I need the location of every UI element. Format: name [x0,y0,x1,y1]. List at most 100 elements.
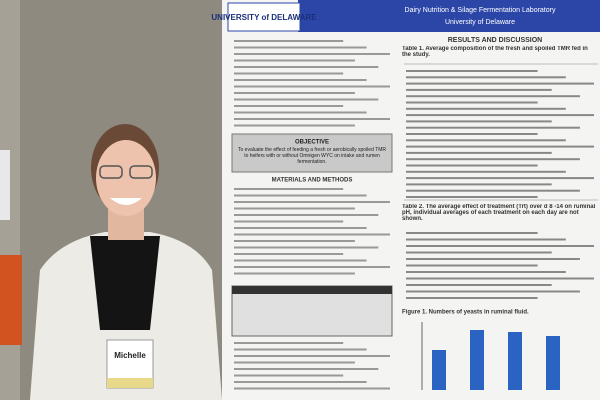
text-line [234,79,367,81]
text-line [234,342,344,344]
text-line [406,164,538,167]
figure-caption: Figure 1. Numbers of yeasts in ruminal f… [402,310,529,316]
table1-rows [406,70,594,198]
text-line [234,118,390,120]
objective-text-box: To evaluate the effect of feeding a fres… [238,147,386,165]
text-line [406,277,594,280]
text-line [234,381,367,383]
table1-title-box: Table 1. Average composition of the fres… [402,46,588,58]
text-line [406,183,552,186]
text-line [234,201,390,203]
text-line [406,284,552,286]
text-line [406,133,538,135]
table1-lines [404,63,598,201]
text-line [234,66,379,68]
text-line [234,355,390,357]
text-line [406,139,566,142]
text-line [406,189,580,192]
text-line [234,124,355,127]
methods-heading: MATERIALS AND METHODS [272,178,353,184]
text-line [234,53,390,55]
text-line [406,70,538,72]
text-line [406,158,580,161]
text-line [234,266,390,268]
text-line [406,290,580,293]
university: UNIVERSITY of DELAWARE [211,13,317,22]
text-line [406,232,538,234]
text-line [406,88,552,91]
orange-item [0,255,22,345]
left-column-text [234,40,390,390]
text-line [234,259,367,262]
logo-box [227,2,301,32]
text-line [406,297,538,299]
lab-sub: University of Delaware [445,19,515,26]
text-line [234,272,355,275]
text-line [234,361,355,364]
text-line [406,101,538,104]
text-line [406,107,566,110]
text-line [234,194,367,197]
text-line [234,227,367,229]
figure [421,322,560,390]
glasses [99,165,153,179]
text-line [234,246,379,249]
paper [0,150,10,220]
text-line [406,251,552,254]
text-line [406,271,566,273]
text-line [406,145,594,148]
text-line [234,207,355,210]
smile [110,198,142,205]
table2-rows [406,232,594,299]
text-line [234,220,344,223]
text-line [234,188,344,190]
text-line [406,170,566,173]
text-line [234,40,344,42]
badge-name: Michelle [114,351,146,360]
text-line [234,105,344,107]
text-line [234,46,367,49]
text-line [234,85,390,88]
text-line [406,82,594,85]
methods-table [231,285,393,337]
text-line [406,76,566,79]
lab-name: Dairy Nutrition & Silage Fermentation La… [405,7,556,14]
text-line [234,240,355,242]
table1-title: Table 1. Average composition of the fres… [402,46,588,58]
text-line [406,95,580,98]
text-line [234,387,390,390]
text-line [234,72,344,75]
text-line [234,111,367,114]
text-line [234,368,379,370]
objective-text: To evaluate the effect of feeding a fres… [238,147,386,165]
text-line [234,92,355,94]
results-heading: RESULTS AND DISCUSSION [448,37,543,44]
text-line [234,214,379,216]
text-line [406,196,538,198]
text-line [406,114,594,117]
table2-title-box: Table 2. The average effect of treatment… [402,204,596,222]
text-line [234,374,344,377]
text-line [406,120,552,123]
text-line [234,253,344,255]
text-line [406,245,594,247]
objective-box [231,133,393,173]
methods-table-header [232,286,392,294]
text-line [234,348,367,351]
poster-header-bar [298,0,600,32]
text-line [234,59,355,62]
text-line [406,151,552,154]
text-line [406,238,566,241]
table2-title: Table 2. The average effect of treatment… [402,204,596,222]
shirt [90,236,160,330]
text-line [406,126,580,129]
text-line [406,264,538,267]
text-line [406,177,594,180]
objective-heading: OBJECTIVE [295,140,329,146]
text-line [234,233,390,236]
text-line [234,98,379,101]
badge-strip [107,378,153,388]
text-line [406,258,580,260]
face [96,140,156,216]
